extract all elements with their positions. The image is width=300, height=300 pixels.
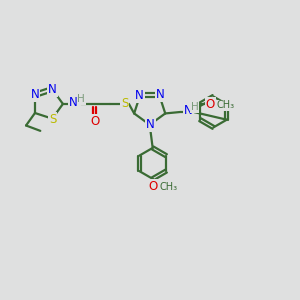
Text: S: S [49, 113, 56, 126]
Text: N: N [184, 104, 193, 117]
Text: N: N [155, 88, 164, 101]
Text: O: O [90, 115, 99, 128]
Text: N: N [69, 96, 77, 109]
Text: N: N [135, 89, 144, 102]
Text: N: N [48, 83, 57, 96]
Text: CH₃: CH₃ [159, 182, 177, 192]
Text: N: N [31, 88, 39, 101]
Text: O: O [206, 98, 215, 111]
Text: CH₃: CH₃ [216, 100, 234, 110]
Text: N: N [146, 118, 155, 131]
Text: H: H [77, 94, 85, 104]
Text: S: S [121, 98, 128, 110]
Text: H: H [191, 102, 199, 112]
Text: O: O [148, 180, 157, 194]
